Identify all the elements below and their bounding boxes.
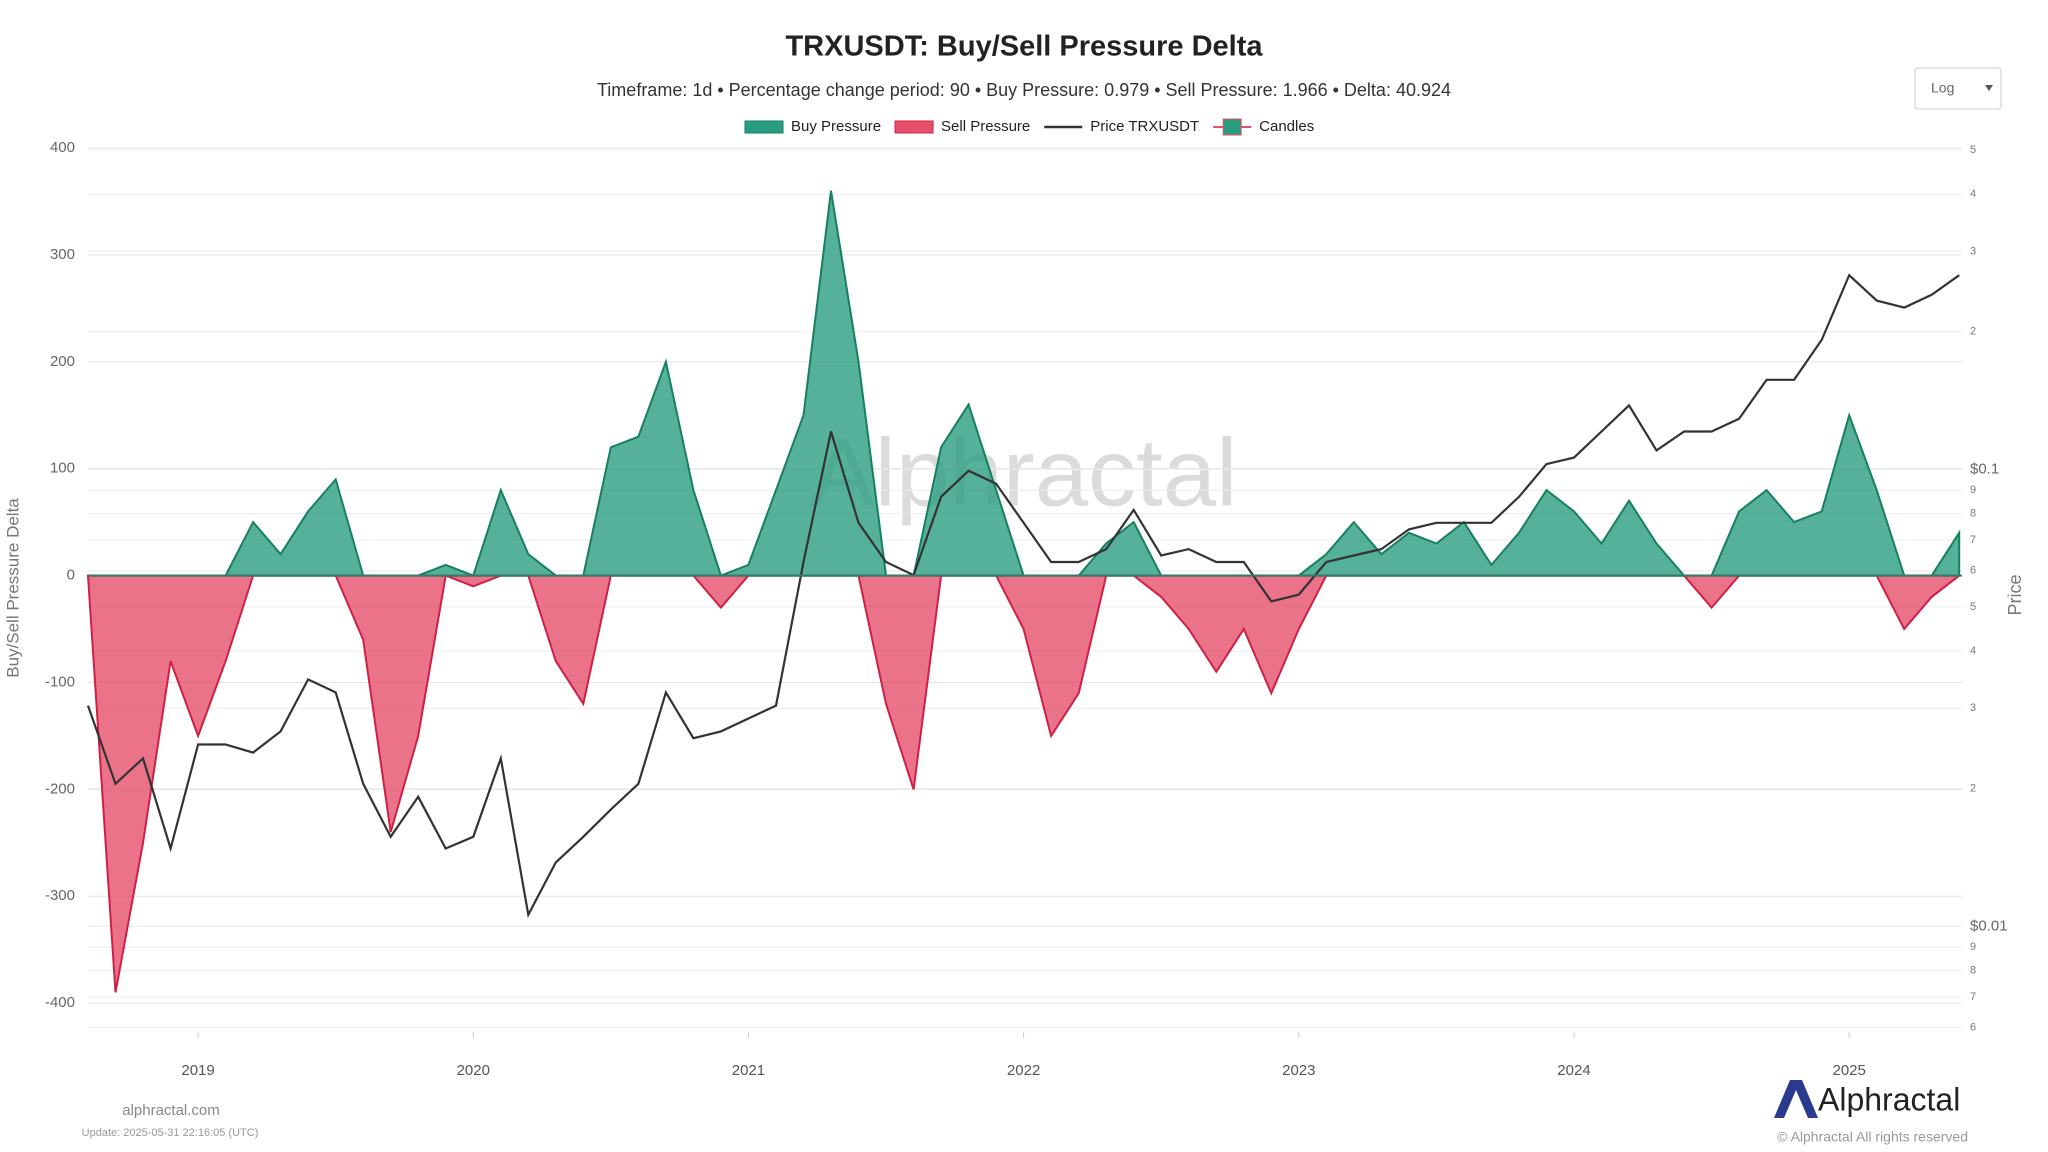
legend-label: Buy Pressure — [791, 118, 881, 135]
dropdown-value[interactable]: Log — [1931, 80, 1954, 96]
y-tick-label: 200 — [50, 353, 75, 370]
scale-dropdown[interactable]: Log — [1914, 67, 2002, 110]
brand-logo — [1774, 1080, 1818, 1118]
y-tick-label: -200 — [45, 780, 75, 797]
dropdown-box[interactable] — [1914, 67, 2002, 110]
x-tick-label: 2024 — [1557, 1062, 1590, 1079]
legend-label: Candles — [1259, 118, 1314, 135]
legend-swatch — [1222, 118, 1242, 136]
y-tick-label: 100 — [50, 460, 75, 477]
y-tick-label: 0 — [67, 567, 75, 584]
y2-tick-label: 7 — [1970, 991, 1976, 1003]
y2-tick-label: 7 — [1970, 534, 1976, 546]
y2-tick-label: 2 — [1970, 326, 1976, 338]
y2-tick-label: 8 — [1970, 508, 1976, 520]
y-tick-label: 300 — [50, 246, 75, 263]
y2-tick-label: 9 — [1970, 941, 1976, 953]
y-tick-label: 400 — [50, 139, 75, 156]
x-tick-label: 2019 — [181, 1062, 214, 1079]
chart-title: TRXUSDT: Buy/Sell Pressure Delta — [785, 31, 1263, 63]
legend: Buy Pressure Sell Pressure Price TRXUSDT Ca… — [744, 118, 1314, 136]
y-tick-label: -300 — [45, 887, 75, 904]
x-tick-label: 2022 — [1007, 1062, 1040, 1079]
y2-tick-label: 8 — [1970, 964, 1976, 976]
y2-tick-label: 4 — [1970, 645, 1976, 657]
y2-tick-label: 3 — [1970, 245, 1976, 257]
watermark: Alphractal — [811, 419, 1238, 526]
y2-tick-label: 4 — [1970, 188, 1976, 200]
x-tick-label: 2023 — [1282, 1062, 1315, 1079]
y2-tick-label: 2 — [1970, 783, 1976, 795]
dropdown-arrow[interactable] — [1985, 85, 1993, 91]
y-tick-label: -100 — [45, 673, 75, 690]
legend-label: Price TRXUSDT — [1090, 118, 1199, 135]
chart-subtitle: Timeframe: 1d • Percentage change period… — [597, 80, 1451, 100]
y2-tick-label: 6 — [1970, 1022, 1976, 1034]
x-tick-label: 2025 — [1832, 1062, 1865, 1079]
legend-label: Sell Pressure — [941, 118, 1030, 135]
x-tick-label: 2020 — [457, 1062, 490, 1079]
y2-tick-label: 6 — [1970, 565, 1976, 577]
x-tick-label: 2021 — [732, 1062, 765, 1079]
y2-tick-label: $0.1 — [1970, 460, 1999, 477]
grid — [88, 147, 1962, 1029]
pressure-area — [87, 574, 1961, 993]
copyright: © Alphractal All rights reserved — [1777, 1129, 1968, 1145]
y2-tick-label: 3 — [1970, 702, 1976, 714]
y-tick-label: -400 — [45, 994, 75, 1011]
legend-swatch — [744, 120, 784, 134]
brand-name: Alphractal — [1818, 1081, 1960, 1117]
y2-tick-label: $0.01 — [1970, 917, 2008, 934]
legend-swatch — [894, 120, 934, 134]
update-time: Update: 2025-05-31 22:16:05 (UTC) — [82, 1127, 259, 1139]
y2-tick-label: 5 — [1970, 601, 1976, 613]
y2-tick-label: 5 — [1970, 144, 1976, 156]
price-line — [86, 273, 1960, 919]
y2-axis-label: Price — [2005, 574, 2025, 615]
site-link[interactable]: alphractal.com — [122, 1102, 220, 1119]
y2-tick-label: 9 — [1970, 484, 1976, 496]
y-axis-label: Buy/Sell Pressure Delta — [3, 498, 22, 678]
